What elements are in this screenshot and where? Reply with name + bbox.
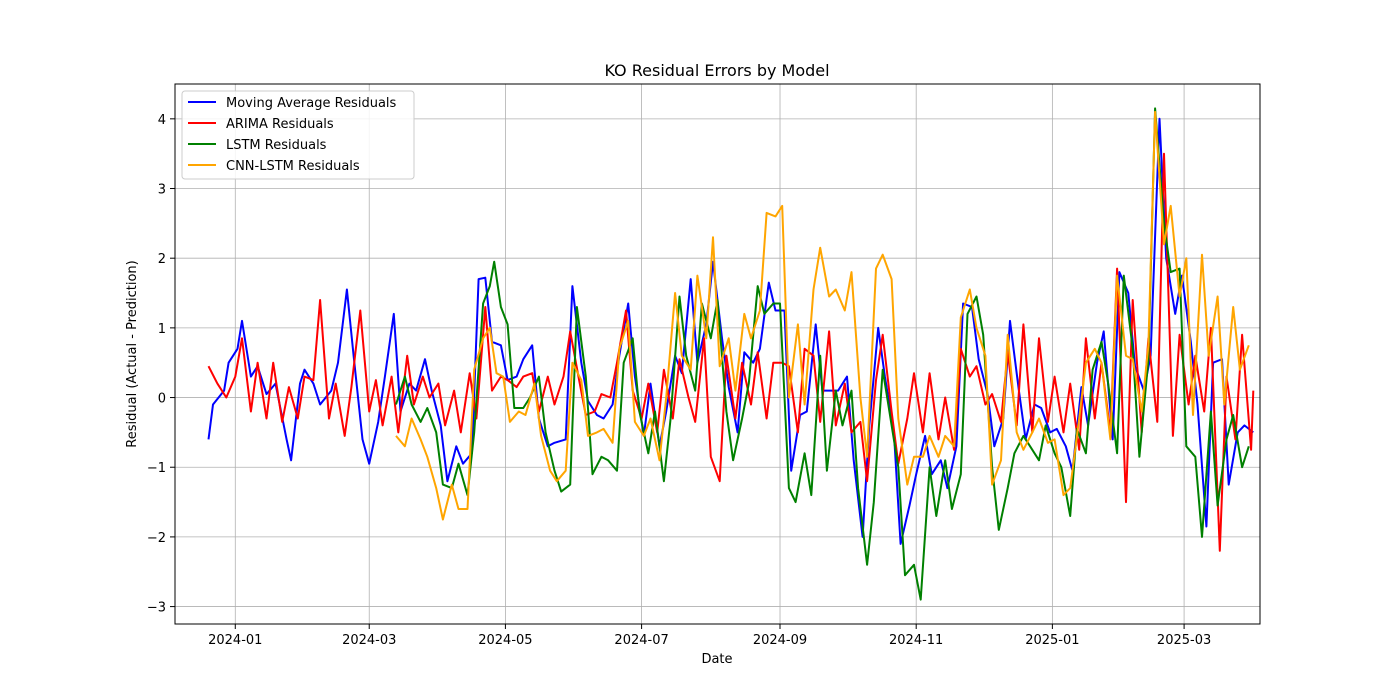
x-axis-label: Date xyxy=(701,652,732,667)
y-tick-label: 0 xyxy=(158,392,166,407)
series-line-3 xyxy=(395,110,1250,521)
axis-ticks: 2024-01 2024-03 2024-05 2024-07 2024-09 2024-… xyxy=(147,113,1211,648)
x-tick-label: 2024-01 xyxy=(208,633,262,648)
legend-label-2: LSTM Residuals xyxy=(226,138,327,153)
legend: Moving Average Residuals ARIMA Residuals L… xyxy=(181,90,415,180)
legend-label-0: Moving Average Residuals xyxy=(226,96,397,111)
x-tick-label: 2024-05 xyxy=(478,633,532,648)
y-tick-label: 2 xyxy=(158,252,166,267)
legend-label-3: CNN-LSTM Residuals xyxy=(226,159,360,174)
y-tick-label: −1 xyxy=(147,461,166,476)
x-tick-label: 2025-03 xyxy=(1157,633,1211,648)
y-tick-label: −3 xyxy=(147,601,166,616)
y-tick-label: −2 xyxy=(147,531,166,546)
y-axis-label: Residual (Actual - Prediction) xyxy=(125,260,140,447)
x-tick-label: 2024-09 xyxy=(753,633,807,648)
y-tick-label: 3 xyxy=(158,183,166,198)
y-tick-label: 4 xyxy=(158,113,166,128)
plot-frame xyxy=(174,83,1261,625)
series-layer xyxy=(207,107,1255,601)
x-tick-label: 2024-07 xyxy=(614,633,668,648)
chart-title: KO Residual Errors by Model xyxy=(604,61,829,80)
x-tick-label: 2024-03 xyxy=(342,633,396,648)
y-tick-label: 1 xyxy=(158,322,166,337)
x-tick-label: 2024-11 xyxy=(889,633,943,648)
x-tick-label: 2025-01 xyxy=(1025,633,1079,648)
legend-box xyxy=(181,90,415,180)
legend-label-1: ARIMA Residuals xyxy=(226,117,334,132)
grid xyxy=(175,84,1260,624)
